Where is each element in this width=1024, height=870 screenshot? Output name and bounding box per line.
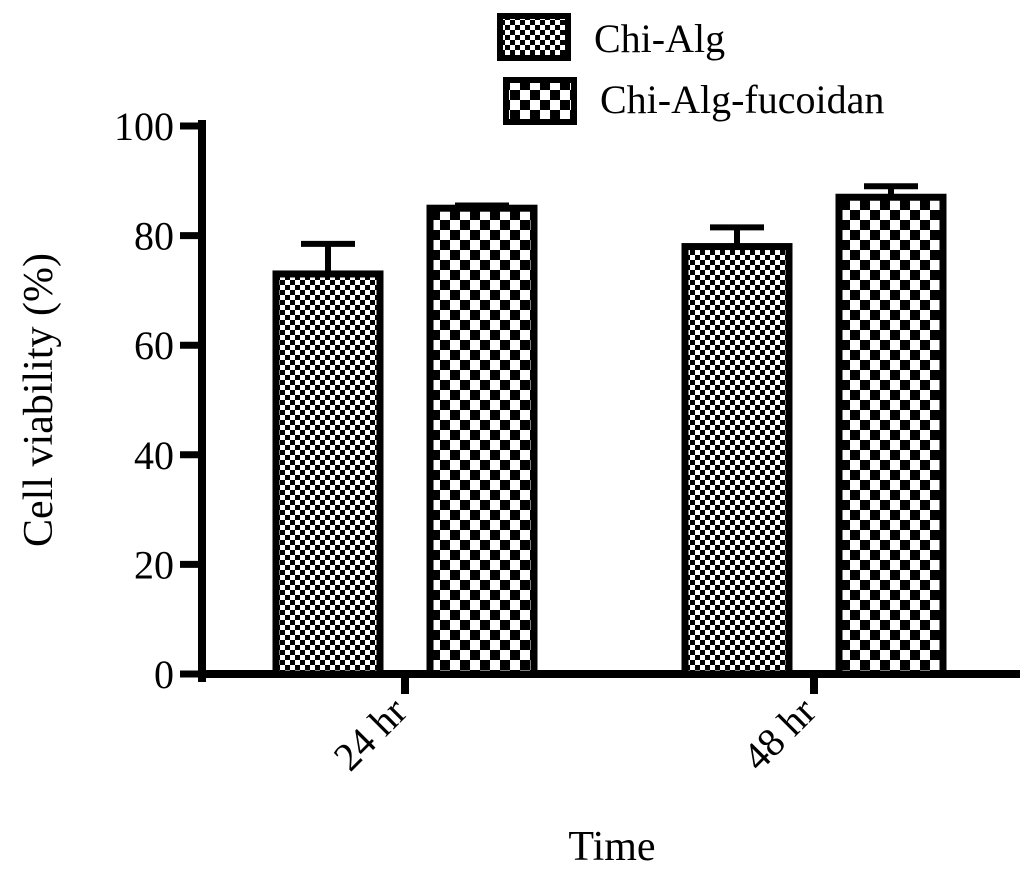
y-tick-label-80: 80	[134, 214, 174, 259]
y-tick-label-0: 0	[154, 652, 174, 697]
bar-s0-c0	[272, 270, 384, 678]
x-tick-label-1: 48 hr	[734, 689, 825, 780]
x-axis-title: Time	[568, 824, 655, 870]
plot-area: 0 20 40 60 80 100 24 hr 48 hr	[114, 104, 1020, 779]
y-tick-label-60: 60	[134, 323, 174, 368]
bar-s1-c0	[426, 204, 538, 678]
legend: Chi-Alg Chi-Alg-fucoidan	[497, 13, 884, 125]
x-tick-label-0: 24 hr	[325, 689, 416, 780]
legend-label-chi-alg: Chi-Alg	[594, 16, 725, 61]
bar-s0-c1	[681, 243, 793, 678]
legend-label-chi-alg-fucoidan: Chi-Alg-fucoidan	[600, 77, 884, 122]
bar-s1-c1	[835, 193, 947, 678]
legend-swatch-chi-alg-fucoidan	[503, 77, 577, 125]
y-tick-label-100: 100	[114, 104, 174, 149]
y-tick-label-40: 40	[134, 433, 174, 478]
legend-swatch-chi-alg	[497, 13, 571, 61]
y-tick-label-20: 20	[134, 542, 174, 587]
y-axis-title: Cell viability (%)	[16, 253, 62, 547]
